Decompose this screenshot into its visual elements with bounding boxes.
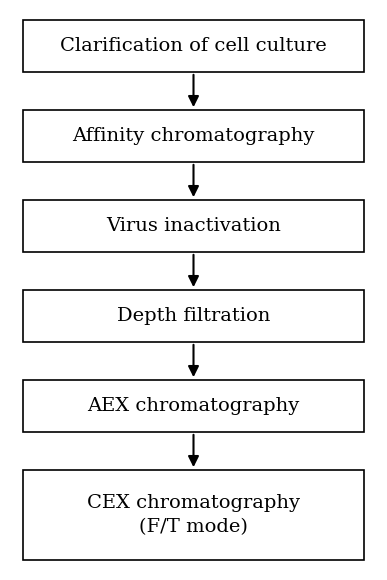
Text: AEX chromatography: AEX chromatography: [87, 397, 300, 415]
Text: Affinity chromatography: Affinity chromatography: [72, 127, 315, 145]
FancyBboxPatch shape: [23, 470, 364, 560]
FancyBboxPatch shape: [23, 110, 364, 162]
FancyBboxPatch shape: [23, 380, 364, 432]
FancyBboxPatch shape: [23, 290, 364, 342]
FancyBboxPatch shape: [23, 200, 364, 252]
Text: Depth filtration: Depth filtration: [117, 307, 270, 325]
Text: Clarification of cell culture: Clarification of cell culture: [60, 37, 327, 55]
FancyBboxPatch shape: [23, 20, 364, 72]
Text: CEX chromatography
(F/T mode): CEX chromatography (F/T mode): [87, 494, 300, 536]
Text: Virus inactivation: Virus inactivation: [106, 217, 281, 235]
